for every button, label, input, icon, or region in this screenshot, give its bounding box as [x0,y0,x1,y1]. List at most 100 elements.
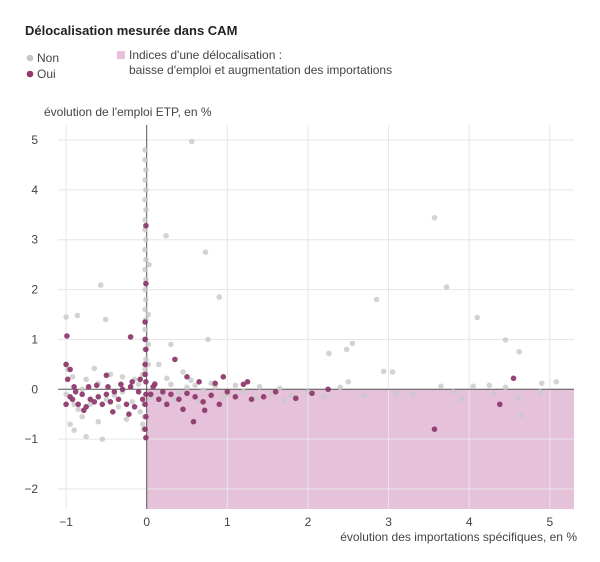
data-point-non [137,409,143,415]
data-point-oui [272,389,279,395]
data-point-non [99,436,106,443]
data-point-non [537,389,543,395]
data-point-oui [201,407,208,414]
data-point-oui [260,394,267,400]
data-point-non [349,340,356,347]
data-point-non [97,282,104,288]
data-point-oui [142,319,148,325]
data-point-oui [131,404,138,410]
data-point-oui [107,399,114,405]
data-point-non [256,384,263,390]
data-point-oui [143,379,149,385]
data-point-non [115,404,122,410]
data-point-non [156,361,162,368]
data-point-oui [244,379,251,385]
legend: Non Oui Indices d'une délocalisation : b… [26,48,392,81]
data-point-non [142,217,148,223]
data-point-oui [75,401,81,408]
data-point-non [343,346,350,353]
data-point-non [142,157,148,163]
data-point-oui [87,396,94,403]
data-point-non [450,389,456,395]
chart-title: Délocalisation mesurée dans CAM [25,23,237,38]
legend-label-shaded-line1: Indices d'une délocalisation : [129,48,282,62]
data-point-oui [63,401,69,408]
data-point-oui [220,374,227,380]
data-point-non [474,314,481,321]
data-point-non [142,326,148,333]
data-point-oui [67,366,73,373]
data-point-non [502,384,509,391]
x-tick-label: 4 [466,515,473,529]
data-point-non [143,356,149,363]
data-point-non [443,284,450,290]
data-point-non [168,341,174,348]
y-tick-label: 4 [31,183,38,197]
x-tick-label: −1 [59,515,73,529]
data-point-non [490,390,497,397]
data-point-oui [99,401,106,408]
data-point-non [102,316,109,323]
data-point-oui [115,396,122,403]
plot-area: −1 0 1 2 3 4 5 −2 −1 0 1 2 3 4 5 [24,125,574,529]
data-point-non [142,366,148,373]
data-point-non [180,369,186,375]
y-tick-label: 1 [31,332,38,346]
data-point-non [289,392,295,399]
legend-label-non: Non [37,51,59,65]
data-point-oui [196,379,202,385]
data-point-oui [142,426,148,433]
data-point-oui [64,376,71,383]
data-point-non [502,337,509,343]
data-point-non [220,394,227,400]
data-point-oui [142,401,148,408]
data-point-non [71,427,77,434]
data-point-non [431,215,438,221]
data-point-oui [139,396,146,403]
data-point-non [164,375,170,382]
x-tick-label: 1 [224,515,231,529]
data-point-non [410,391,416,398]
data-point-oui [172,356,178,363]
data-point-oui [81,407,87,414]
data-point-oui [160,389,166,395]
data-point-non [380,368,387,375]
data-point-non [129,399,135,405]
data-point-oui [64,333,70,339]
legend-marker-oui [26,70,34,78]
data-point-oui [143,222,149,229]
legend-marker-shaded-region [117,51,125,59]
data-point-non [216,294,223,300]
data-point-non [337,384,344,391]
legend-label-shaded-line2: baisse d'emploi et augmentation des impo… [129,63,392,77]
data-point-non [188,377,194,384]
data-point-non [103,396,110,403]
data-point-oui [143,346,149,353]
data-point-non [142,147,148,153]
data-point-non [142,197,148,203]
data-point-non [539,380,545,387]
data-point-oui [180,406,186,413]
data-point-oui [142,361,148,368]
y-tick-label: 2 [31,283,38,297]
data-point-oui [240,381,247,388]
y-tick-label: 3 [31,233,38,247]
data-point-oui [69,396,76,403]
data-point-oui [119,386,126,393]
data-point-non [361,392,368,399]
data-point-non [143,296,149,303]
data-point-non [69,374,76,380]
data-point-oui [232,394,239,400]
data-point-oui [431,426,438,433]
data-point-oui [63,361,69,368]
x-tick-label: 2 [305,515,312,529]
data-point-non [95,418,102,425]
data-point-non [145,311,152,318]
data-point-oui [105,384,111,390]
data-point-non [321,394,327,400]
data-point-non [79,386,85,393]
data-point-oui [103,372,110,379]
data-point-non [79,413,85,420]
data-point-oui [224,389,231,395]
